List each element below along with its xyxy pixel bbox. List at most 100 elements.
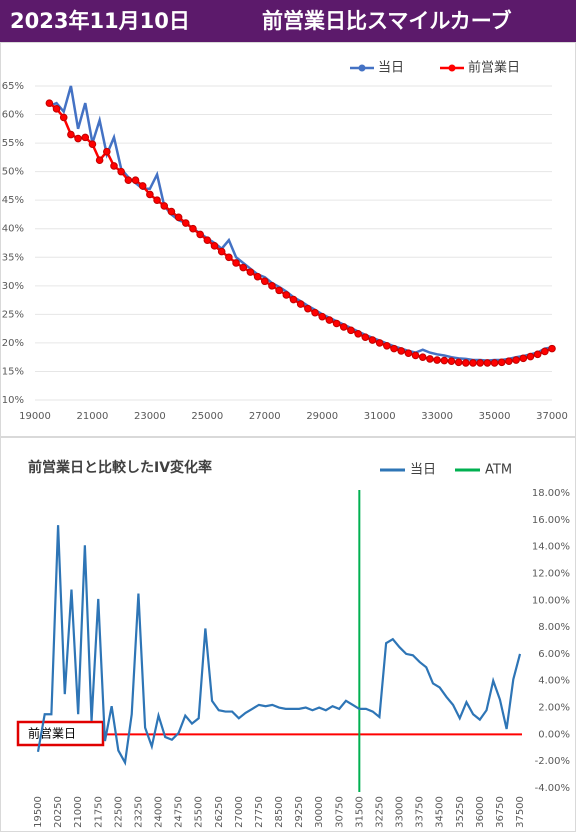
point-marker	[95, 156, 104, 165]
point-marker	[167, 207, 176, 216]
y-tick-label: 18.00%	[532, 488, 570, 499]
point-marker	[397, 347, 406, 355]
point-marker	[469, 359, 477, 367]
point-marker	[332, 319, 341, 328]
point-marker	[339, 323, 348, 331]
x-tick-label: 27750	[254, 796, 265, 828]
y-tick-label: 45%	[2, 195, 24, 206]
point-marker	[519, 354, 528, 363]
point-marker	[232, 259, 240, 267]
x-tick-label: 24000	[154, 796, 165, 828]
x-tick-label: 28500	[274, 796, 285, 828]
point-marker	[361, 333, 370, 342]
point-marker	[239, 263, 248, 272]
y-tick-label: 2.00%	[538, 703, 570, 714]
x-tick-label: 31500	[354, 796, 365, 828]
point-marker	[318, 312, 327, 321]
point-marker	[146, 190, 154, 199]
point-marker	[153, 196, 161, 204]
point-marker	[433, 356, 441, 364]
y-tick-label: 55%	[2, 138, 24, 149]
x-tick-label: 29250	[294, 796, 305, 828]
header-date: 2023年11月10日	[10, 9, 190, 33]
y-tick-label: 65%	[2, 81, 24, 92]
y-tick-label: 10.00%	[532, 595, 570, 606]
point-marker	[138, 182, 147, 190]
x-tick-label: 24750	[174, 796, 185, 828]
x-tick-label: 34500	[435, 796, 446, 828]
x-tick-label: 25500	[194, 796, 205, 828]
point-marker	[74, 134, 82, 143]
point-marker	[454, 358, 463, 367]
y-tick-label: 6.00%	[538, 649, 570, 660]
header-title: 前営業日比スマイルカーブ	[262, 9, 511, 33]
x-tick-label: 35000	[479, 411, 511, 422]
point-marker	[81, 133, 90, 142]
y-tick-label: 30%	[2, 281, 24, 292]
x-tick-label: 23250	[133, 796, 144, 828]
y-tick-label: 50%	[2, 167, 24, 178]
point-marker	[110, 162, 118, 170]
y-tick-label: 16.00%	[532, 515, 570, 526]
point-marker	[418, 353, 427, 361]
point-marker	[505, 357, 513, 365]
x-tick-label: 22500	[113, 796, 124, 828]
x-tick-label: 25000	[191, 411, 223, 422]
point-marker	[296, 300, 305, 308]
point-marker	[203, 236, 212, 244]
legend-marker	[448, 64, 456, 72]
legend-label: 当日	[378, 61, 404, 76]
point-marker	[347, 326, 355, 335]
point-marker	[246, 268, 255, 276]
x-tick-label: 26250	[214, 796, 225, 828]
x-tick-label: 31000	[364, 411, 396, 422]
point-marker	[390, 344, 398, 353]
point-marker	[124, 176, 133, 184]
x-tick-label: 33750	[415, 796, 426, 828]
y-tick-label: 25%	[2, 309, 24, 320]
point-marker	[512, 356, 520, 364]
x-tick-label: 21000	[77, 411, 109, 422]
point-marker	[440, 356, 449, 365]
point-marker	[311, 308, 319, 317]
x-tick-label: 30000	[314, 796, 325, 828]
point-marker	[275, 286, 283, 295]
point-marker	[45, 99, 54, 107]
point-marker	[160, 202, 169, 210]
x-tick-label: 29000	[306, 411, 338, 422]
legend-marker	[358, 64, 366, 72]
point-marker	[533, 350, 542, 359]
x-tick-label: 21000	[73, 796, 84, 828]
point-marker	[548, 344, 556, 353]
x-tick-label: 35250	[455, 796, 466, 828]
bottom-panel	[0, 437, 576, 832]
x-tick-label: 19500	[33, 796, 44, 828]
x-tick-label: 37000	[536, 411, 568, 422]
x-tick-label: 19000	[19, 411, 51, 422]
x-tick-label: 20250	[53, 796, 64, 828]
y-tick-label: 14.00%	[532, 542, 570, 553]
point-marker	[375, 339, 384, 347]
point-marker	[483, 359, 492, 367]
x-tick-label: 33000	[395, 796, 406, 828]
point-marker	[268, 282, 276, 290]
point-marker	[225, 253, 233, 262]
point-marker	[282, 291, 291, 299]
point-marker	[462, 359, 470, 367]
y-tick-label: -2.00%	[535, 756, 570, 767]
point-marker	[411, 351, 420, 360]
point-marker	[88, 140, 97, 149]
point-marker	[189, 224, 197, 233]
point-marker	[260, 277, 269, 286]
point-marker	[526, 352, 535, 361]
y-tick-label: 20%	[2, 338, 24, 349]
point-marker	[404, 349, 413, 357]
point-marker	[181, 219, 190, 227]
point-marker	[174, 213, 183, 222]
x-tick-label: 30750	[334, 796, 345, 828]
point-marker	[497, 358, 506, 367]
point-marker	[131, 176, 140, 184]
point-marker	[196, 230, 204, 239]
y-tick-label: 60%	[2, 110, 24, 121]
chart-title: 前営業日と比較したIV変化率	[28, 459, 212, 476]
